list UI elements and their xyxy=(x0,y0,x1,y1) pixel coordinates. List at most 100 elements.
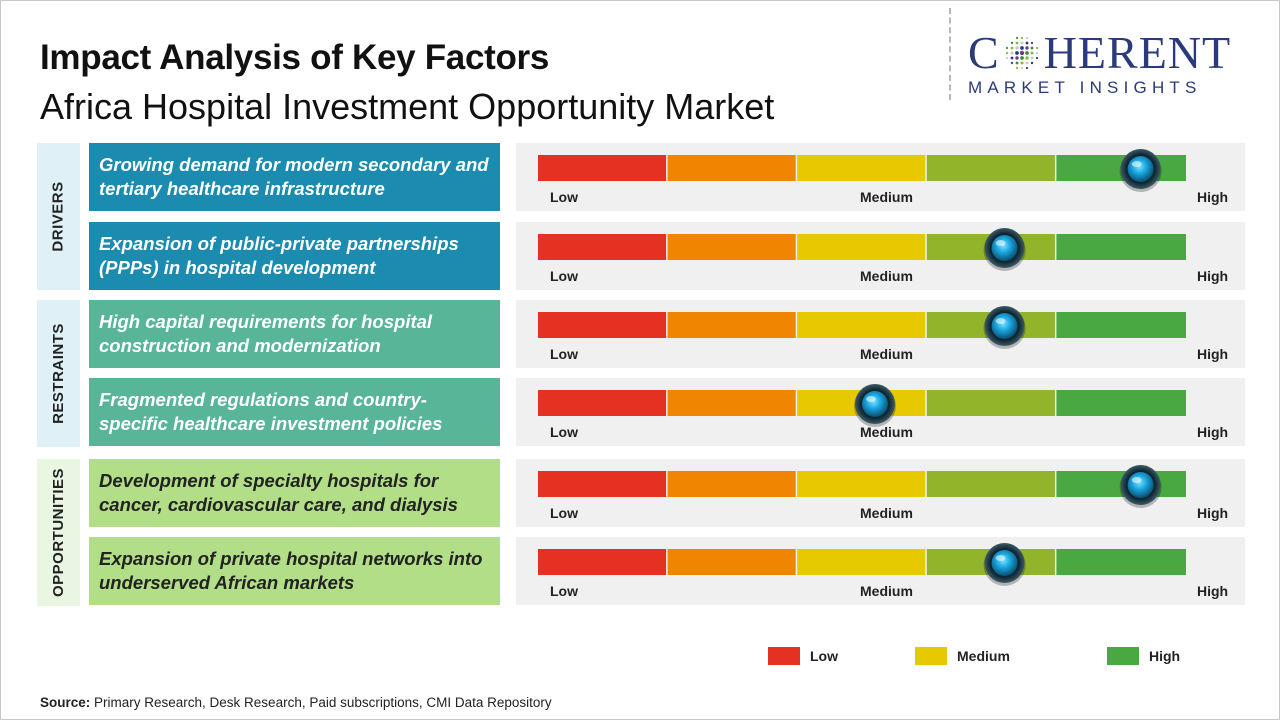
impact-gauge: Low Medium High xyxy=(516,537,1245,605)
gauge-segment xyxy=(538,312,667,338)
globe-dot xyxy=(1035,51,1038,55)
logo-text-left: C xyxy=(968,27,1000,78)
gauge-svg xyxy=(538,228,1186,271)
scale-label-high: High xyxy=(1197,505,1229,521)
globe-dot xyxy=(1025,61,1029,65)
gauge-segment xyxy=(926,390,1055,416)
factor-text: Expansion of public-private partnerships… xyxy=(99,233,459,278)
gauge-segment xyxy=(538,390,667,416)
gauge-svg xyxy=(538,384,1186,427)
factor-box: Development of specialty hospitals for c… xyxy=(89,459,500,527)
gauge-segment xyxy=(926,155,1055,181)
category-label: OPPORTUNITIES xyxy=(50,467,68,598)
gauge-segment xyxy=(538,234,667,260)
scale-label-low: Low xyxy=(550,583,578,599)
globe-dot xyxy=(1024,46,1029,50)
gauge-svg xyxy=(538,465,1186,508)
category-drivers: DRIVERS xyxy=(37,143,80,290)
gauge-segment xyxy=(667,234,796,260)
page-title: Impact Analysis of Key Factors xyxy=(40,38,550,77)
impact-gauge: Low Medium High xyxy=(516,459,1245,527)
globe-dot xyxy=(1015,61,1019,65)
factor-text: Growing demand for modern secondary and … xyxy=(99,154,489,199)
scale-label-medium: Medium xyxy=(860,268,913,284)
globe-dot xyxy=(1025,66,1028,70)
globe-dot xyxy=(1030,61,1033,65)
globe-dot xyxy=(1025,41,1029,45)
globe-dot xyxy=(1024,56,1029,60)
scale-label-high: High xyxy=(1197,268,1229,284)
scale-label-medium: Medium xyxy=(860,189,913,205)
impact-marker xyxy=(983,228,1026,271)
factor-text: High capital requirements for hospital c… xyxy=(99,311,433,356)
category-opportunities: OPPORTUNITIES xyxy=(37,459,80,606)
globe-dot xyxy=(1035,46,1038,50)
gauge-segment xyxy=(797,155,926,181)
factor-box: Expansion of public-private partnerships… xyxy=(89,222,500,290)
legend-swatch-low xyxy=(768,647,800,665)
gauge-segment xyxy=(1056,312,1186,338)
impact-marker xyxy=(853,384,896,427)
globe-dot xyxy=(1010,41,1013,45)
factor-box: Expansion of private hospital networks i… xyxy=(89,537,500,605)
gauge-segment xyxy=(797,549,926,575)
globe-dot xyxy=(1020,66,1023,70)
globe-dot xyxy=(1010,61,1013,65)
globe-dots-icon xyxy=(1005,36,1038,70)
gauge-segment xyxy=(1056,390,1186,416)
scale-label-low: Low xyxy=(550,346,578,362)
category-label: RESTRAINTS xyxy=(50,323,67,424)
gauge-svg xyxy=(538,306,1186,349)
scale-label-high: High xyxy=(1197,346,1229,362)
impact-marker xyxy=(1119,465,1162,508)
globe-dot xyxy=(1015,41,1019,45)
scale-label-low: Low xyxy=(550,424,578,440)
globe-dot xyxy=(1014,46,1019,50)
globe-dot xyxy=(1005,51,1008,55)
impact-marker xyxy=(983,543,1026,586)
globe-dot xyxy=(1019,56,1024,60)
gauge-segment xyxy=(538,549,667,575)
globe-dot xyxy=(1015,36,1018,40)
globe-dot xyxy=(1010,56,1014,60)
gauge-segment xyxy=(797,471,926,497)
impact-marker xyxy=(1119,149,1162,192)
legend-item-high: High xyxy=(1107,647,1180,665)
legend-item-low: Low xyxy=(768,647,838,665)
globe-dot xyxy=(1020,36,1023,40)
gauge-segment xyxy=(667,390,796,416)
globe-dot xyxy=(1025,36,1028,40)
globe-dot xyxy=(1019,46,1024,50)
gauge-segment xyxy=(667,471,796,497)
gauge-segment xyxy=(538,155,667,181)
factor-text: Expansion of private hospital networks i… xyxy=(99,548,483,593)
logo-subtext: MARKET INSIGHTS xyxy=(968,78,1202,97)
scale-label-medium: Medium xyxy=(860,583,913,599)
gauge-svg xyxy=(538,149,1186,192)
factor-box: Growing demand for modern secondary and … xyxy=(89,143,500,211)
globe-dot xyxy=(1015,66,1018,70)
scale-label-low: Low xyxy=(550,189,578,205)
globe-dot xyxy=(1010,51,1014,55)
company-logo: C HERENT MARKET INSIGHTS xyxy=(968,30,1268,98)
globe-dot xyxy=(1014,51,1019,55)
scale-label-high: High xyxy=(1197,189,1229,205)
source-text: Primary Research, Desk Research, Paid su… xyxy=(90,695,552,710)
factor-box: High capital requirements for hospital c… xyxy=(89,300,500,368)
scale-label-medium: Medium xyxy=(860,505,913,521)
impact-gauge: Low Medium High xyxy=(516,300,1245,368)
source-note: Source: Primary Research, Desk Research,… xyxy=(40,695,552,710)
scale-label-low: Low xyxy=(550,505,578,521)
impact-gauge: Low Medium High xyxy=(516,222,1245,290)
factor-text: Fragmented regulations and country-speci… xyxy=(99,389,443,434)
globe-dot xyxy=(1010,46,1014,50)
globe-dot xyxy=(1024,51,1029,55)
globe-dot xyxy=(1030,41,1033,45)
globe-dot xyxy=(1005,56,1008,60)
category-restraints: RESTRAINTS xyxy=(37,300,80,447)
globe-dot xyxy=(1014,56,1019,60)
legend-swatch-high xyxy=(1107,647,1139,665)
gauge-svg xyxy=(538,543,1186,586)
factor-text: Development of specialty hospitals for c… xyxy=(99,470,458,515)
legend-label: Low xyxy=(810,648,838,664)
